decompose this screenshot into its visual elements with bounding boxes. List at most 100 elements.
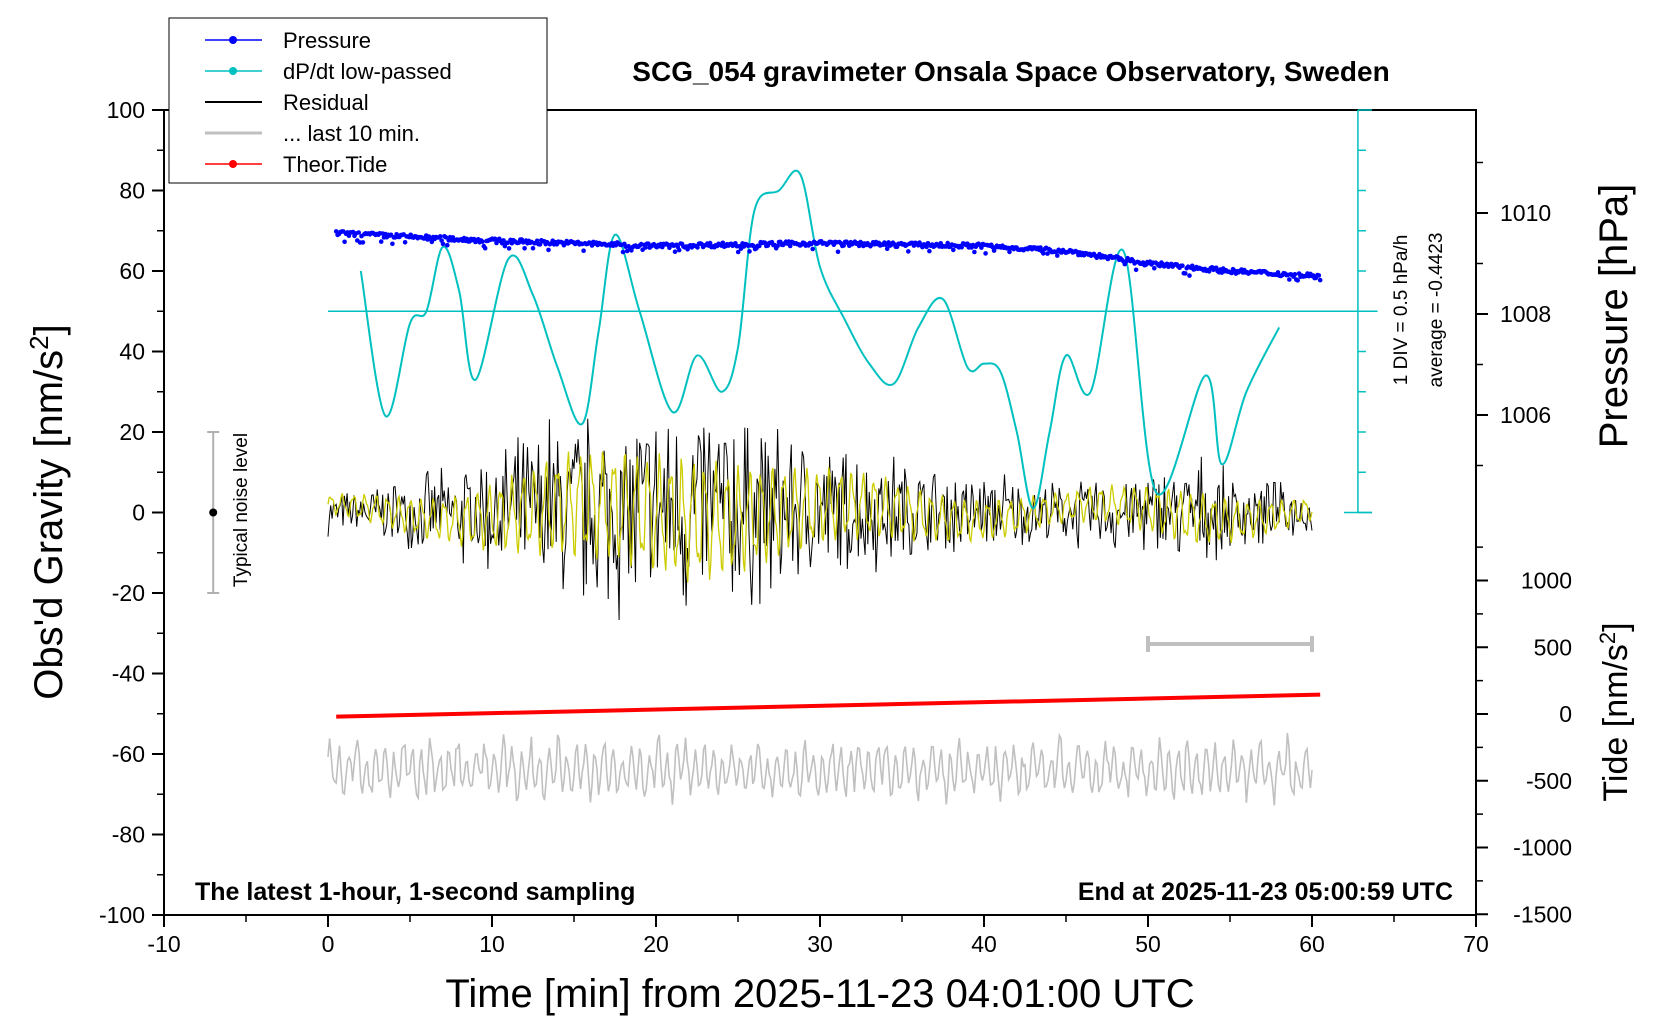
residual-series-line <box>327 418 1313 621</box>
pressure-point <box>1316 273 1322 278</box>
pressure-point <box>1317 277 1323 283</box>
dpdt-average-label: average = -0.4423 <box>1426 233 1447 388</box>
pressure-tick-label: 1008 <box>1500 301 1551 327</box>
y-tick-label: 0 <box>132 500 145 526</box>
pressure-point <box>979 245 984 250</box>
legend-swatch-marker <box>229 67 237 75</box>
pressure-point <box>672 249 678 254</box>
tide-axis-ticks: -1500 -1000 -500 0 500 1000 <box>1513 568 1572 928</box>
pressure-tick-label: 1010 <box>1500 200 1551 226</box>
tide-tick-label: 1000 <box>1521 568 1572 594</box>
pressure-point <box>835 249 841 255</box>
y-axis-ticks: -100 -80 -60 -40 -20 0 20 40 60 80 100 <box>99 97 145 928</box>
pressure-point <box>695 245 700 250</box>
pressure-point <box>378 239 384 244</box>
pressure-point <box>480 239 485 244</box>
pressure-point <box>1045 251 1050 256</box>
pressure-point <box>1133 267 1139 273</box>
pressure-point <box>972 249 977 255</box>
tide-tick-label: -1000 <box>1513 835 1572 861</box>
x-tick-label: 40 <box>971 931 997 957</box>
pressure-point <box>437 234 443 239</box>
legend-swatch-marker <box>229 36 237 44</box>
pressure-point <box>1055 253 1060 258</box>
pressure-point <box>440 241 446 247</box>
pressure-point <box>506 246 512 251</box>
pressure-point <box>445 242 450 248</box>
x-axis-label: Time [min] from 2025-11-23 04:01:00 UTC <box>445 972 1194 1016</box>
pressure-point <box>747 249 752 254</box>
annotation-left: The latest 1-hour, 1-second sampling <box>195 878 635 906</box>
y-tick-label: -80 <box>112 822 145 848</box>
pressure-tick-label: 1006 <box>1500 402 1551 428</box>
pressure-point <box>546 247 551 253</box>
legend-item-label: Theor.Tide <box>283 152 387 177</box>
y-tick-label: -60 <box>112 741 145 767</box>
y-tick-label: -20 <box>112 580 145 606</box>
legend-item-tide: Theor.Tide <box>205 152 387 177</box>
pressure-point <box>1041 251 1046 256</box>
pressure-point <box>951 247 956 253</box>
pressure-point <box>356 230 362 235</box>
y-axis-label-tide: Tide [nm/s2] <box>1595 622 1635 801</box>
pressure-point <box>924 244 929 250</box>
y-tick-label: 80 <box>119 178 145 204</box>
annotation-right: End at 2025-11-23 05:00:59 UTC <box>1078 878 1453 906</box>
pressure-point <box>1292 272 1298 277</box>
pressure-point <box>735 249 741 255</box>
pressure-point <box>530 245 536 251</box>
pressure-point <box>1152 265 1157 271</box>
pressure-point <box>522 246 527 251</box>
pressure-point <box>360 240 366 245</box>
noise-level-label: Typical noise level <box>231 433 252 587</box>
pressure-point <box>676 247 682 253</box>
legend-item-label: Residual <box>283 90 369 115</box>
legend-item-residual: Residual <box>205 90 369 115</box>
legend-box <box>168 17 548 184</box>
x-tick-label: 10 <box>479 931 505 957</box>
tide-tick-label: 500 <box>1534 634 1572 660</box>
pressure-point <box>720 240 726 246</box>
chart-title: SCG_054 gravimeter Onsala Space Observat… <box>632 56 1389 87</box>
x-tick-label: 0 <box>322 931 335 957</box>
pressure-point <box>707 240 713 246</box>
legend-item-dpdt: dP/dt low-passed <box>205 59 452 84</box>
y-tick-label: -40 <box>112 661 145 687</box>
y-tick-label: 60 <box>119 258 145 284</box>
legend: Pressure dP/dt low-passed Residual ... l… <box>168 17 548 184</box>
y-tick-label: 100 <box>107 97 145 123</box>
pressure-point <box>757 243 762 249</box>
pressure-point <box>927 248 932 254</box>
pressure-point <box>787 243 793 249</box>
legend-item-last10: ... last 10 min. <box>205 121 420 146</box>
y-axis-label-pressure: Pressure [hPa] <box>1592 184 1636 449</box>
pressure-point <box>581 248 586 253</box>
pressure-point <box>443 235 449 240</box>
legend-item-label: ... last 10 min. <box>283 121 420 146</box>
noise-level-center <box>209 508 218 517</box>
legend-item-pressure: Pressure <box>205 28 371 53</box>
pressure-point <box>342 239 347 245</box>
tide-tick-label: -1500 <box>1513 901 1572 927</box>
pressure-point <box>1187 273 1192 278</box>
pressure-series <box>333 229 1323 283</box>
tide-tick-label: 0 <box>1559 701 1572 727</box>
pressure-point <box>1183 271 1188 276</box>
y-tick-label: 20 <box>119 419 145 445</box>
pressure-point <box>1287 277 1292 282</box>
pressure-point <box>390 241 395 247</box>
legend-swatch-marker <box>229 160 237 168</box>
pressure-point <box>1038 245 1043 250</box>
pressure-point <box>505 240 511 246</box>
legend-item-label: Pressure <box>283 28 371 53</box>
dpdt-series-line <box>359 169 1281 510</box>
tide-tick-label: -500 <box>1526 768 1572 794</box>
pressure-point <box>1007 249 1012 255</box>
pressure-point <box>429 239 435 245</box>
x-axis-ticks: -10 0 10 20 30 40 50 60 70 <box>147 931 1488 957</box>
pressure-point <box>959 245 964 250</box>
pressure-point <box>1180 263 1185 269</box>
data-layer <box>152 109 1488 927</box>
y-tick-label: 40 <box>119 339 145 365</box>
